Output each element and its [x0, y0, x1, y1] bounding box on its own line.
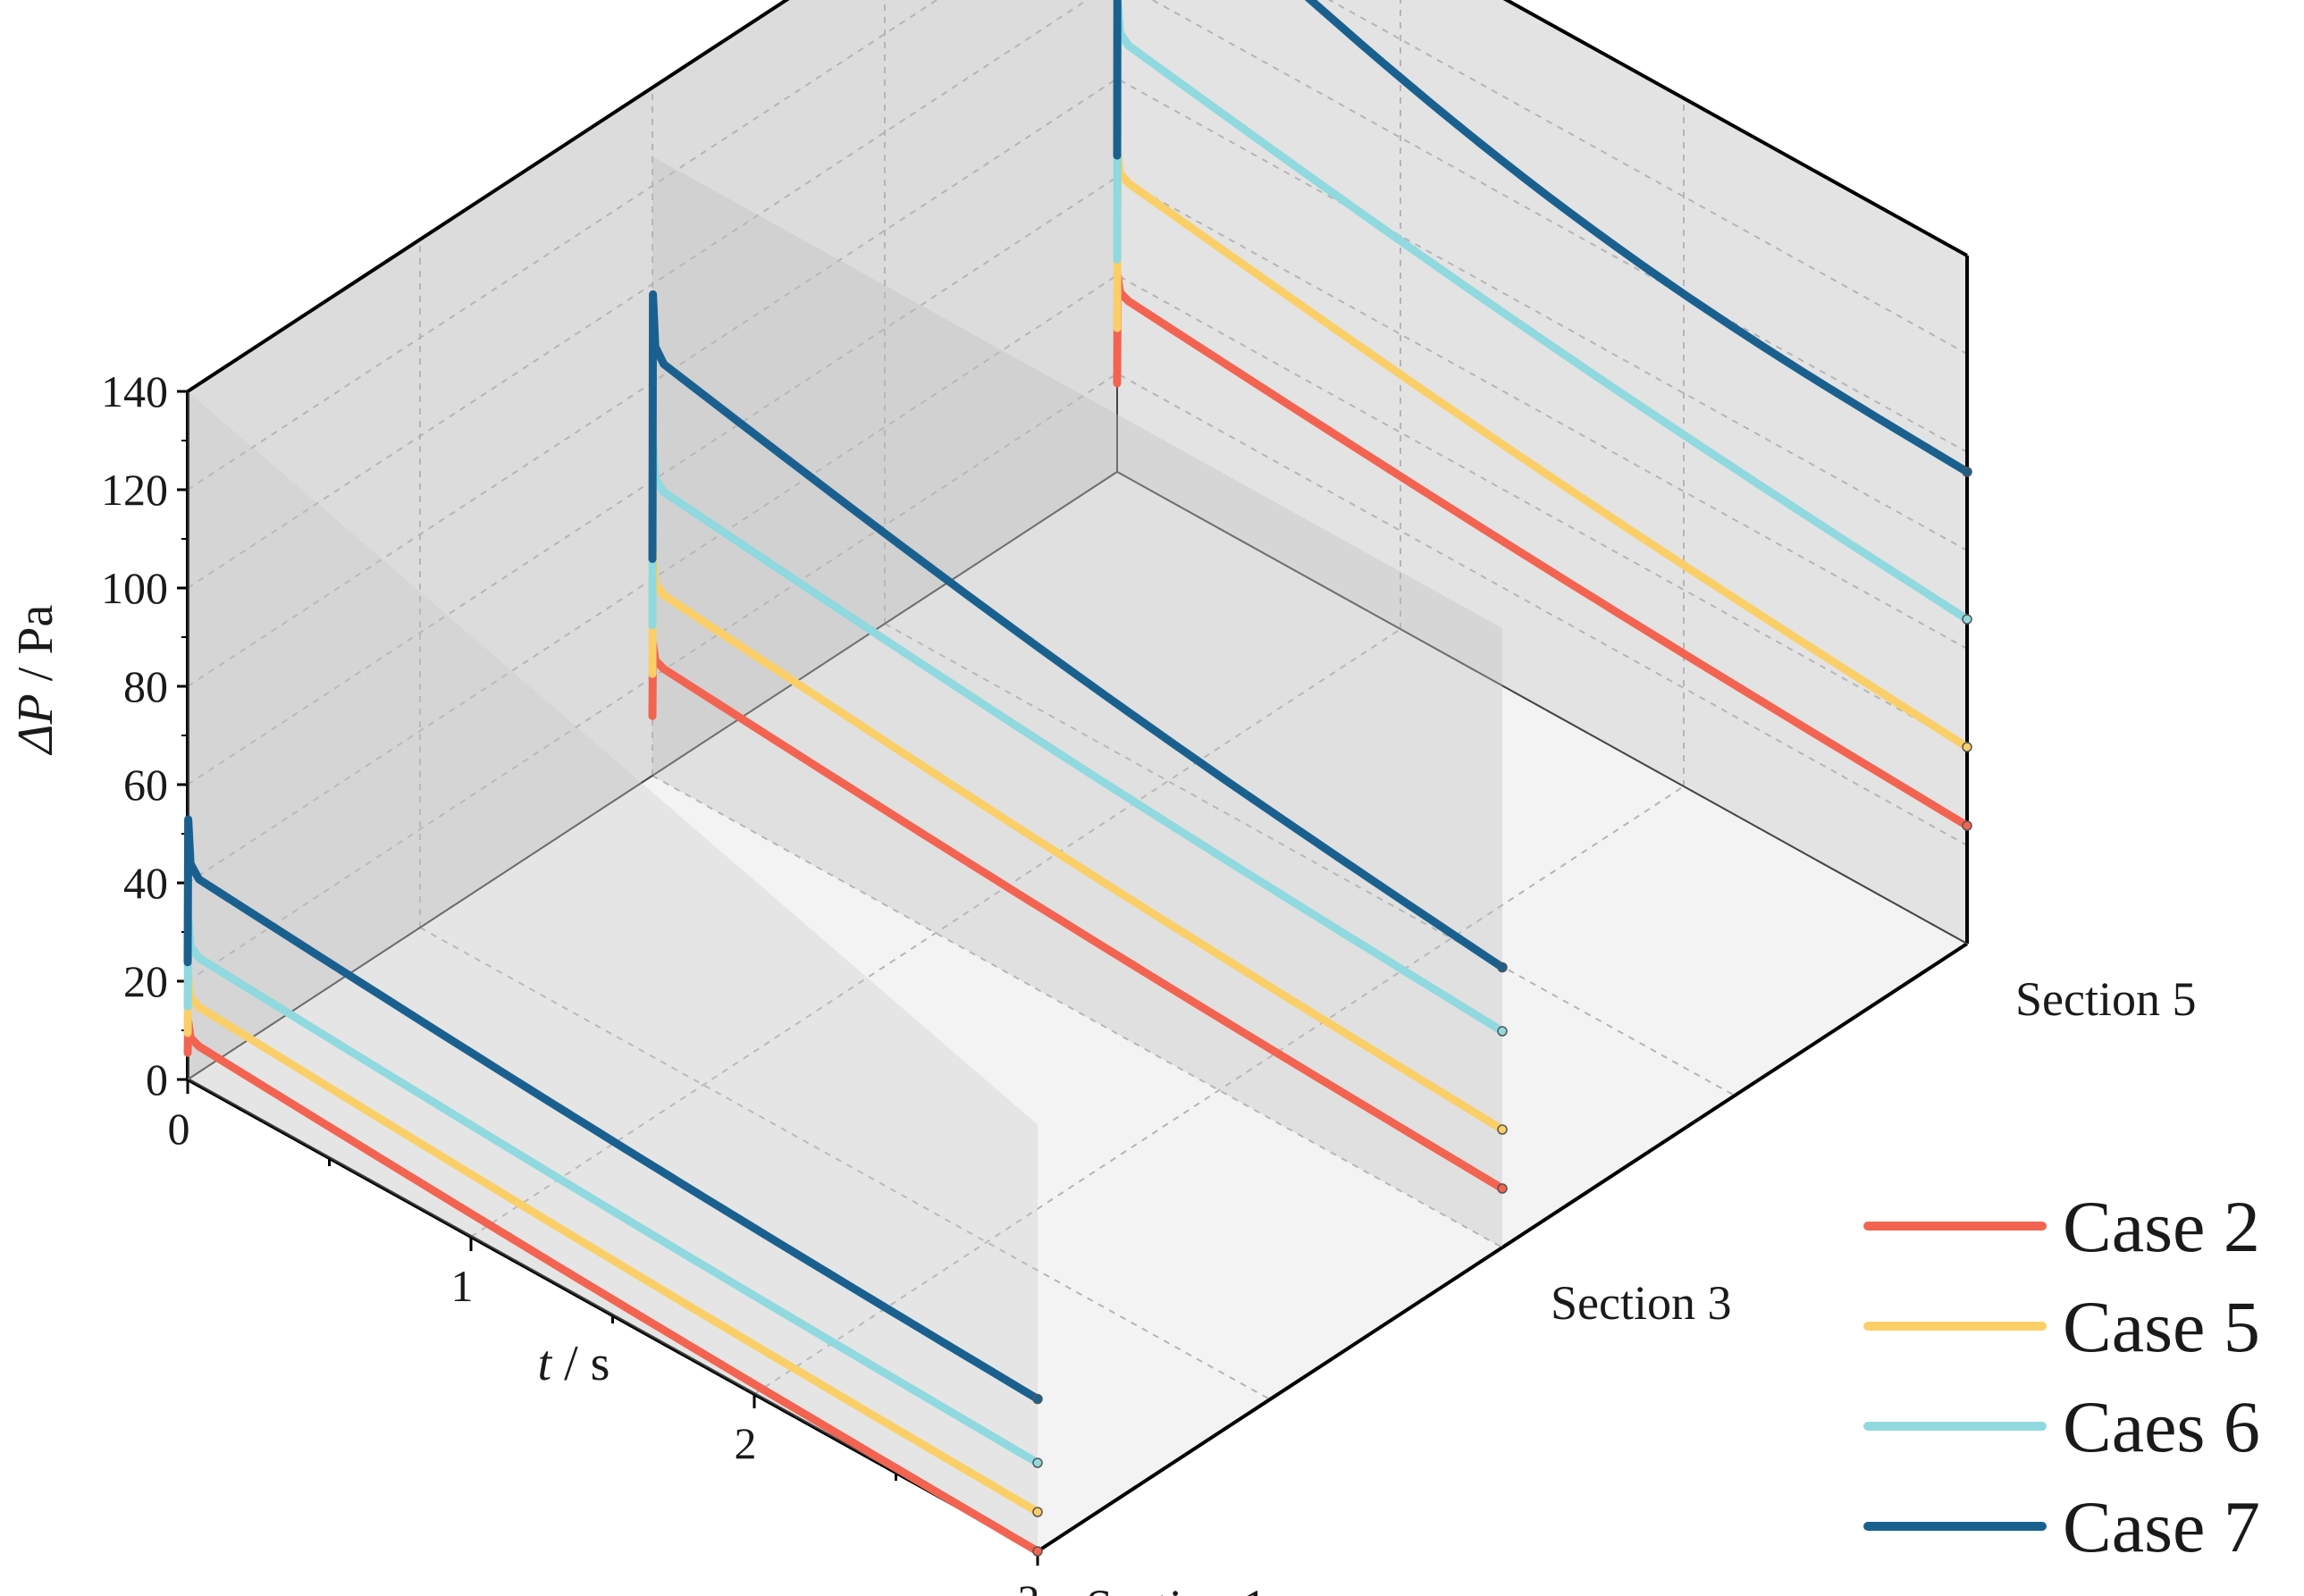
series-line	[183, 815, 1042, 1403]
series-line	[648, 290, 1507, 971]
series-line	[183, 1016, 1042, 1556]
x-axis-label: t / s	[538, 1336, 610, 1391]
section-label: Section 3	[1551, 1276, 1731, 1330]
series-line	[648, 437, 1507, 1036]
y-tick-label: 60	[123, 760, 168, 810]
x-axis-label-symbol: t	[538, 1336, 553, 1391]
plot-area	[183, 0, 1972, 1557]
series-end-point	[1032, 1507, 1043, 1517]
y-tick-label: 20	[123, 956, 168, 1006]
y-axis-label-unit: / Pa	[8, 605, 63, 694]
section-label: Section 5	[2015, 972, 2196, 1026]
y-tick-label: 100	[101, 563, 168, 613]
section-label: Section 1	[1086, 1580, 1266, 1596]
y-tick-label: 140	[101, 366, 168, 416]
series-line	[183, 972, 1042, 1516]
series-line	[648, 639, 1507, 1193]
grid-line-t-floor	[470, 628, 1401, 1238]
y-tick-label: 40	[123, 858, 168, 908]
x-axis-label-unit: / s	[551, 1336, 610, 1391]
frame-inner-edge	[187, 471, 1118, 1080]
series-line	[648, 545, 1507, 1134]
frame-edge	[1036, 942, 1969, 1553]
grid-line-t-floor	[753, 785, 1685, 1395]
frame-edge	[186, 0, 790, 393]
series-line	[1113, 271, 1972, 830]
axes-frame	[177, 0, 1969, 1566]
legend-label: Case 5	[2063, 1286, 2260, 1367]
legend-label: Case 2	[2063, 1186, 2260, 1267]
series-end-point	[1962, 820, 1972, 831]
axis-labels: ΔP / Pa t / s 0 20 40 60 80 100 120 140 0 1 2 3 Sect…	[8, 366, 2196, 1596]
x-tick-label: 1	[451, 1261, 474, 1311]
x-tick-label: 0	[168, 1104, 190, 1154]
series-end-point	[1962, 742, 1972, 752]
series-end-point	[1962, 614, 1972, 625]
series-end-point	[1032, 1393, 1043, 1405]
series-end-point	[1962, 466, 1972, 477]
series-line	[183, 913, 1042, 1467]
y-axis-label: ΔP / Pa	[8, 605, 63, 756]
y-axis-label-symbol: ΔP	[8, 693, 63, 755]
floor	[188, 472, 1967, 1551]
legend: Case 2 Case 5 Caes 6 Case 7	[1863, 1186, 2260, 1567]
series-line	[1113, 0, 1972, 476]
legend-label: Caes 6	[2063, 1386, 2260, 1467]
frame-edge	[1502, 0, 1968, 257]
y-tick-label: 0	[146, 1054, 168, 1105]
y-tick-label: 80	[123, 661, 168, 711]
x-tick-label: 3	[1018, 1575, 1040, 1596]
series-end-point	[1497, 1026, 1508, 1037]
series-end-point	[1497, 1124, 1508, 1135]
section-sheet	[188, 391, 1038, 1551]
y-tick-label: 120	[101, 465, 168, 515]
series-end-point	[1032, 1546, 1043, 1557]
x-tick-label: 2	[735, 1418, 757, 1468]
frame-inner-edge	[1116, 471, 1968, 945]
series-line	[1113, 0, 1972, 624]
series-end-point	[1497, 962, 1508, 973]
series-line	[1113, 148, 1972, 752]
section-sheet	[652, 156, 1502, 1247]
legend-label: Case 7	[2063, 1486, 2260, 1567]
series-end-point	[1032, 1457, 1043, 1468]
series-end-point	[1497, 1183, 1508, 1194]
